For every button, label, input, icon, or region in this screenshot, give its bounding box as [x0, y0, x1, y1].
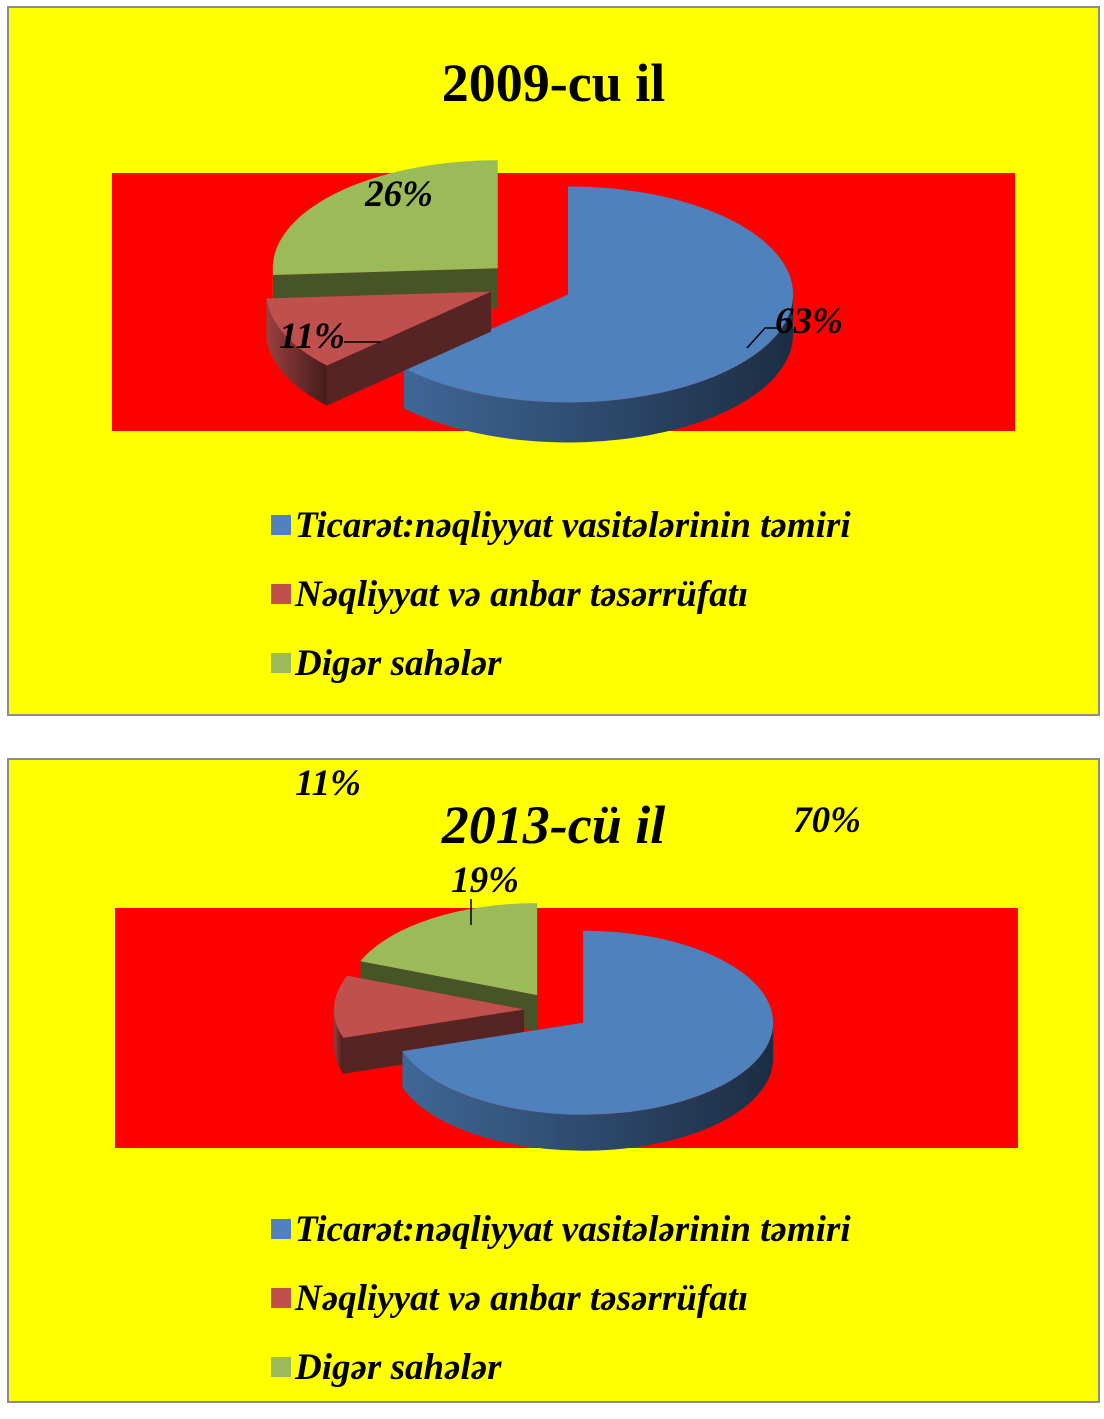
legend-item: Ticarət:nəqliyyat vasitələrinin təmiri	[271, 1209, 851, 1250]
legend-label: Digər sahələr	[295, 1346, 502, 1388]
data-label-neqliyyat: 11%	[279, 316, 345, 357]
data-label-neqliyyat: 11%	[295, 763, 361, 804]
legend: Ticarət:nəqliyyat vasitələrinin təmiri N…	[271, 1209, 851, 1419]
legend-swatch-green	[271, 1357, 291, 1377]
pie-chart-2009: 63% 11% 26%	[266, 160, 843, 443]
pie-slice-neqliyyat	[334, 975, 525, 1074]
legend-swatch-red	[271, 1288, 291, 1308]
legend-label: Digər sahələr	[295, 642, 502, 684]
legend-item: Digər sahələr	[271, 643, 851, 684]
pie-slice-neqliyyat	[266, 291, 491, 406]
legend-swatch-red	[271, 584, 291, 604]
chart-panel-2013: 2013-cü il 70% 11% 19% Ticarət:nəqliyyat v…	[7, 758, 1100, 1403]
legend-label: Ticarət:nəqliyyat vasitələrinin təmiri	[295, 1208, 851, 1250]
chart-title: 2009-cu il	[441, 53, 666, 113]
data-label-diger: 19%	[451, 860, 519, 901]
legend-swatch-blue	[271, 515, 291, 535]
chart-panel-2009: 2009-cu il 63% 11% 26% Ticarət:nəqliyyat v…	[7, 6, 1100, 716]
pie-slice-ticaret	[402, 930, 774, 1151]
data-label-ticaret: 70%	[793, 800, 861, 841]
data-label-ticaret: 63%	[775, 301, 843, 342]
legend-label: Ticarət:nəqliyyat vasitələrinin təmiri	[295, 504, 851, 546]
legend-label: Nəqliyyat və anbar təsərrüfatı	[295, 1277, 749, 1319]
legend-item: Nəqliyyat və anbar təsərrüfatı	[271, 574, 851, 615]
pie-chart-2013: 70% 11% 19%	[295, 763, 861, 1151]
legend-item: Digər sahələr	[271, 1347, 851, 1388]
legend-item: Nəqliyyat və anbar təsərrüfatı	[271, 1278, 851, 1319]
legend-swatch-green	[271, 653, 291, 673]
leader-line	[746, 327, 777, 349]
chart-title: 2013-cü il	[441, 795, 666, 855]
legend-label: Nəqliyyat və anbar təsərrüfatı	[295, 573, 749, 615]
data-label-diger: 26%	[364, 174, 433, 215]
legend: Ticarət:nəqliyyat vasitələrinin təmiri N…	[271, 505, 851, 715]
legend-swatch-blue	[271, 1219, 291, 1239]
legend-item: Ticarət:nəqliyyat vasitələrinin təmiri	[271, 505, 851, 546]
pie-slice-ticaret	[404, 186, 794, 443]
